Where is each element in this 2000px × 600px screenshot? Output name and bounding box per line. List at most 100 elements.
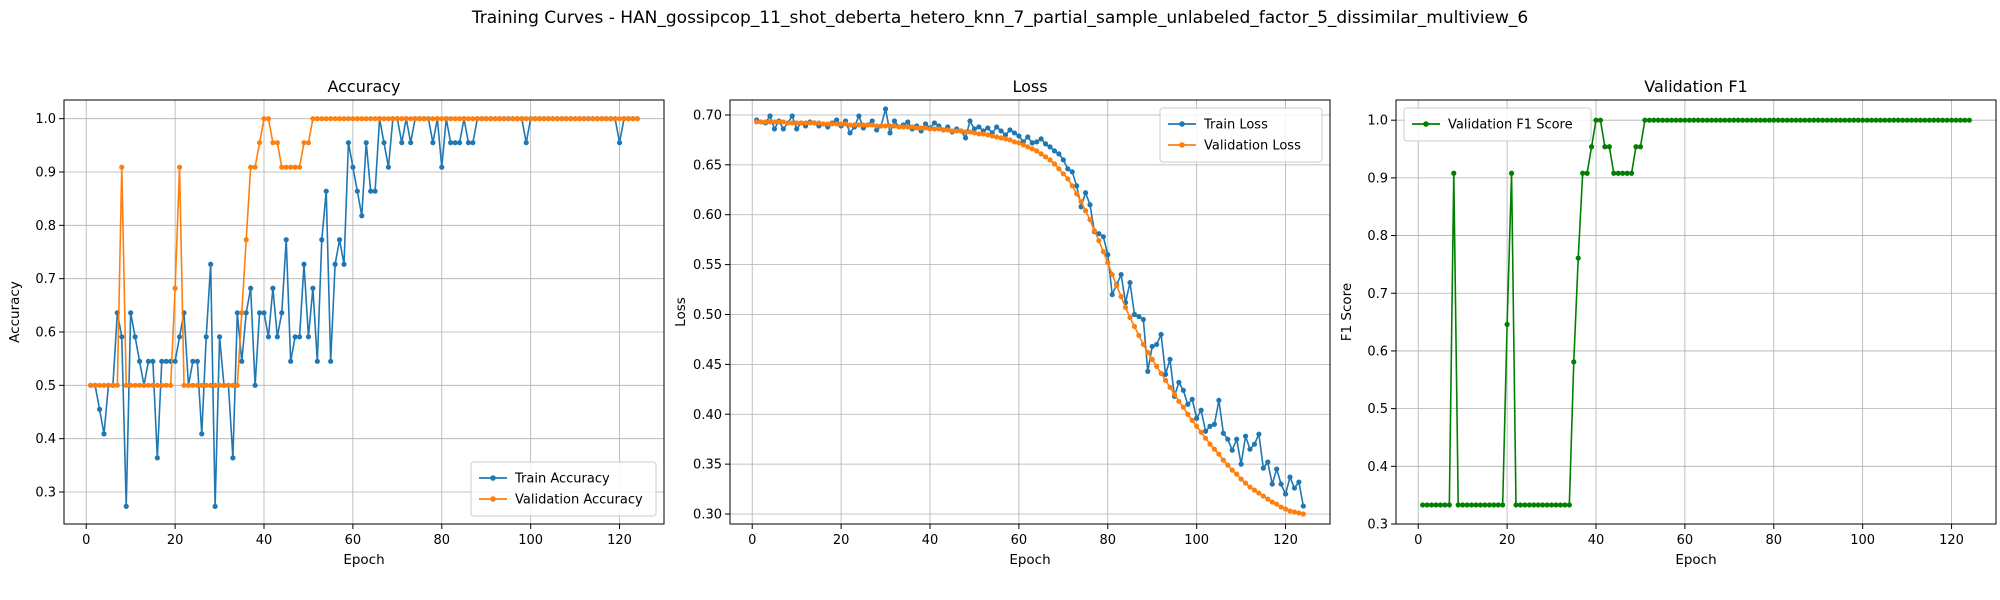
data-point xyxy=(1637,144,1644,150)
data-point xyxy=(225,382,232,388)
data-point xyxy=(1780,117,1786,123)
data-point xyxy=(136,382,143,388)
data-point xyxy=(1069,169,1075,175)
data-point xyxy=(114,382,120,388)
x-tick-label: 80 xyxy=(1766,533,1783,548)
plot-frame xyxy=(729,99,1331,525)
data-point xyxy=(1300,511,1306,517)
data-point xyxy=(363,140,369,146)
data-point xyxy=(590,116,596,122)
data-point xyxy=(1860,117,1866,123)
legend-label: Train Loss xyxy=(1203,118,1268,133)
data-point xyxy=(265,334,272,340)
data-point xyxy=(399,116,405,122)
x-tick-label: 100 xyxy=(1850,533,1875,548)
data-point xyxy=(1225,462,1231,468)
legend-box xyxy=(470,461,657,517)
data-point xyxy=(1234,471,1240,477)
data-point xyxy=(1060,171,1066,177)
data-point xyxy=(1624,170,1630,176)
data-point xyxy=(789,120,795,126)
data-point xyxy=(985,125,991,131)
data-point xyxy=(829,121,835,127)
data-point xyxy=(496,116,503,122)
data-point xyxy=(954,128,960,134)
data-point xyxy=(1628,170,1635,176)
y-tick-label: 0.45 xyxy=(693,358,722,373)
data-point xyxy=(1225,436,1231,442)
data-point xyxy=(452,116,458,122)
data-point xyxy=(1002,136,1009,142)
data-point xyxy=(989,133,995,139)
data-point xyxy=(248,164,254,170)
y-tick-label: 0.60 xyxy=(693,208,722,223)
data-point xyxy=(1660,117,1666,123)
data-point xyxy=(132,334,138,340)
data-point xyxy=(1646,117,1652,123)
x-tick-label: 0 xyxy=(748,533,756,548)
data-point xyxy=(150,358,156,364)
data-point xyxy=(1802,117,1808,123)
data-point xyxy=(154,382,160,388)
x-tick-label: 20 xyxy=(833,533,850,548)
data-point xyxy=(1260,465,1266,471)
x-tick-label: 80 xyxy=(1100,533,1117,548)
data-point xyxy=(221,382,227,388)
data-point xyxy=(780,119,786,125)
data-point xyxy=(234,310,240,316)
data-point xyxy=(1513,502,1519,508)
data-point xyxy=(1109,271,1115,278)
data-point xyxy=(1806,117,1812,123)
data-point xyxy=(248,285,254,291)
data-point xyxy=(243,310,249,316)
data-point xyxy=(762,119,769,125)
data-point xyxy=(1922,117,1928,123)
data-point xyxy=(1131,323,1138,330)
data-point xyxy=(505,116,512,122)
data-point xyxy=(896,124,902,130)
y-tick-label: 0.7 xyxy=(35,272,56,287)
data-point xyxy=(1575,255,1581,261)
data-point xyxy=(1198,429,1204,435)
data-point xyxy=(270,285,276,291)
data-point xyxy=(381,116,387,122)
data-point xyxy=(252,164,258,170)
data-point xyxy=(408,116,414,122)
data-point xyxy=(563,116,569,122)
data-point xyxy=(176,164,183,170)
legend-label: Train Accuracy xyxy=(514,472,610,487)
data-point xyxy=(771,126,778,132)
data-point xyxy=(1149,356,1155,362)
data-point xyxy=(1948,117,1955,123)
data-point xyxy=(421,116,427,122)
data-point xyxy=(985,132,991,138)
data-point xyxy=(962,135,969,141)
data-point xyxy=(820,121,826,127)
data-point xyxy=(1136,313,1142,320)
legend-label: Validation Accuracy xyxy=(515,493,643,508)
data-point xyxy=(176,334,183,340)
data-point xyxy=(1953,117,1959,123)
data-point xyxy=(1216,451,1222,457)
data-point xyxy=(1824,117,1830,123)
data-point xyxy=(1655,117,1661,123)
data-point xyxy=(425,116,432,122)
data-point xyxy=(523,140,529,146)
y-tick-label: 0.4 xyxy=(1367,460,1388,475)
data-point xyxy=(958,128,964,134)
data-point xyxy=(314,116,320,122)
data-point xyxy=(1455,502,1461,508)
data-point xyxy=(145,382,152,388)
data-point xyxy=(869,118,875,124)
data-point xyxy=(110,382,116,388)
data-point xyxy=(1522,502,1528,508)
data-point xyxy=(1740,117,1746,123)
data-point xyxy=(1154,363,1160,369)
data-point xyxy=(332,116,338,122)
data-point xyxy=(1722,117,1728,123)
data-point xyxy=(301,261,307,267)
y-axis-label: Accuracy xyxy=(7,281,23,343)
data-point xyxy=(1287,508,1293,514)
y-tick-label: 0.65 xyxy=(693,158,722,173)
data-point xyxy=(1695,117,1701,123)
